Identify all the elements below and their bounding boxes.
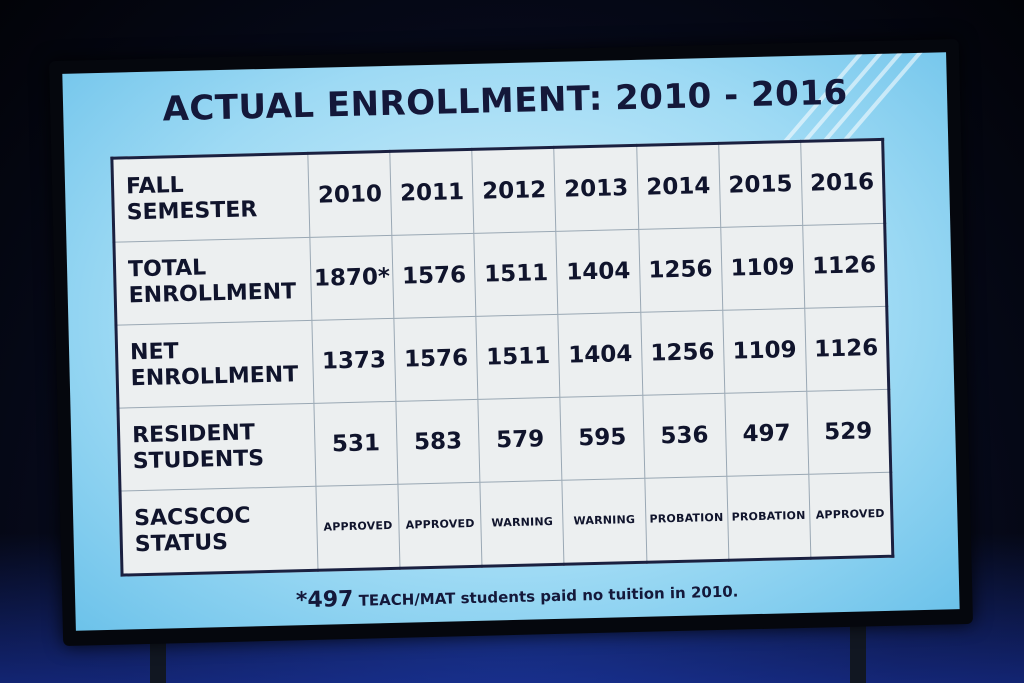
table-cell: APPROVED: [398, 481, 483, 569]
row-label-line: STATUS: [134, 529, 229, 558]
row-label: FALL SEMESTER: [111, 153, 310, 243]
table-cell: 497: [724, 391, 809, 476]
year-header-cell: 2014: [636, 143, 721, 230]
table-cell: 529: [806, 389, 891, 474]
table-cell: 1576: [391, 233, 477, 319]
table-cell: 1576: [394, 316, 479, 402]
table-cell: APPROVED: [808, 471, 893, 559]
year-header-cell: 2015: [718, 141, 803, 228]
row-label: TOTAL ENROLLMENT: [113, 237, 312, 326]
footnote: *497 TEACH/MAT students paid no tuition …: [75, 572, 959, 619]
presentation-slide: ACTUAL ENROLLMENT: 2010 - 2016 FALL SEMES…: [62, 52, 960, 631]
table-cell: PROBATION: [644, 475, 729, 563]
table-cell: 531: [313, 401, 399, 486]
table-cell: APPROVED: [315, 483, 401, 571]
table-cell: 1126: [804, 306, 889, 392]
table-cell: 1511: [476, 314, 561, 400]
table-cell: WARNING: [480, 479, 565, 567]
table-cell: 595: [560, 395, 645, 480]
tv-monitor: ACTUAL ENROLLMENT: 2010 - 2016 FALL SEMES…: [48, 38, 974, 647]
year-header-cell: 2016: [800, 139, 885, 226]
table-cell: 1126: [802, 223, 887, 309]
table-cell: 1373: [311, 318, 397, 404]
row-label-line: STUDENTS: [132, 445, 265, 475]
table-cell: 583: [396, 399, 481, 484]
table-cell: 1256: [640, 310, 725, 396]
tv-stand-right: [850, 620, 866, 683]
table-row: SACSCOC STATUS APPROVED APPROVED WARNING WARN…: [120, 471, 893, 576]
table-cell: WARNING: [562, 477, 647, 565]
year-header-cell: 2011: [389, 149, 475, 236]
row-label-line: ENROLLMENT: [130, 362, 299, 392]
year-header-cell: 2010: [307, 151, 392, 238]
table-cell: 579: [478, 397, 563, 482]
row-label: SACSCOC STATUS: [120, 485, 319, 576]
row-label: RESIDENT STUDENTS: [117, 403, 316, 491]
footnote-text: TEACH/MAT students paid no tuition in 20…: [353, 582, 739, 610]
table-cell: 1511: [474, 231, 559, 317]
table-cell: 1404: [558, 312, 643, 398]
table-cell: PROBATION: [726, 473, 811, 561]
table-cell: 1256: [638, 227, 723, 313]
row-label: NET ENROLLMENT: [115, 320, 314, 408]
year-header-cell: 2013: [554, 145, 639, 232]
table-cell: 1109: [722, 308, 807, 394]
table-cell: 1109: [720, 225, 805, 311]
row-label-line: SEMESTER: [126, 197, 258, 226]
table-cell: 1404: [556, 229, 641, 315]
table-cell: 536: [642, 393, 727, 478]
row-label-line: ENROLLMENT: [128, 279, 297, 309]
footnote-marker: *497: [295, 586, 354, 614]
year-header-cell: 2012: [472, 147, 557, 234]
table-cell: 1870*: [309, 235, 395, 321]
enrollment-table: FALL SEMESTER 2010 2011 2012 2013 2014 2015 2016…: [110, 137, 895, 577]
